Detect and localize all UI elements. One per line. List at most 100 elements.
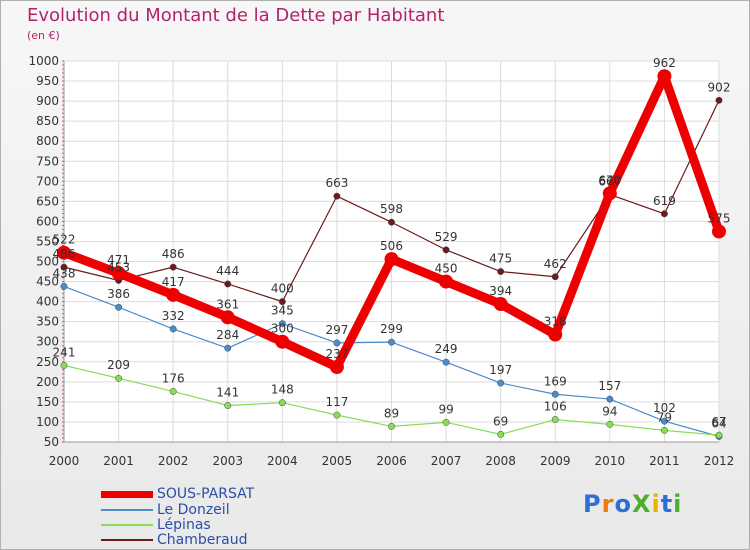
y-tick-label: 150 bbox=[36, 395, 59, 409]
y-tick-label: 100 bbox=[36, 415, 59, 429]
y-tick-label: 950 bbox=[36, 74, 59, 88]
data-point bbox=[657, 69, 672, 84]
data-label: 89 bbox=[384, 406, 399, 420]
data-point bbox=[388, 338, 395, 346]
data-point bbox=[442, 358, 450, 366]
legend-label: Chamberaud bbox=[157, 532, 248, 548]
data-point bbox=[60, 263, 68, 271]
legend-item-chamberaud: Chamberaud bbox=[101, 532, 248, 548]
data-point bbox=[57, 245, 71, 260]
data-label: 619 bbox=[653, 194, 676, 208]
data-label: 237 bbox=[325, 347, 348, 361]
data-point bbox=[224, 344, 232, 352]
data-point bbox=[115, 303, 123, 311]
data-point bbox=[169, 263, 177, 271]
data-label: 297 bbox=[325, 323, 348, 337]
x-tick-label: 2012 bbox=[704, 454, 735, 468]
y-tick-label: 700 bbox=[36, 174, 59, 188]
data-label: 486 bbox=[162, 247, 185, 261]
data-label: 102 bbox=[653, 401, 676, 415]
data-point bbox=[660, 210, 668, 218]
data-label: 438 bbox=[53, 266, 76, 280]
data-label: 386 bbox=[107, 287, 130, 301]
data-point bbox=[111, 266, 126, 281]
data-label: 67 bbox=[711, 415, 726, 429]
data-point bbox=[439, 274, 454, 289]
data-label: 176 bbox=[162, 371, 185, 385]
data-label: 332 bbox=[162, 309, 185, 323]
x-tick-label: 2008 bbox=[485, 454, 516, 468]
x-tick-label: 2005 bbox=[322, 454, 353, 468]
y-tick-label: 650 bbox=[36, 194, 59, 208]
data-label: 299 bbox=[380, 322, 403, 336]
data-point bbox=[333, 411, 341, 419]
y-tick-label: 500 bbox=[36, 255, 59, 269]
data-point bbox=[384, 252, 399, 267]
data-point bbox=[660, 426, 668, 434]
y-tick-label: 400 bbox=[36, 295, 59, 309]
legend-item-sous-parsat: SOUS-PARSAT bbox=[101, 486, 255, 502]
data-label: 94 bbox=[602, 404, 617, 418]
data-label: 241 bbox=[53, 345, 76, 359]
data-point bbox=[602, 186, 617, 201]
data-point bbox=[606, 420, 614, 428]
legend-swatch bbox=[101, 490, 153, 498]
brand-letter: i bbox=[651, 490, 661, 518]
data-label: 99 bbox=[438, 402, 453, 416]
y-tick-label: 200 bbox=[36, 375, 59, 389]
legend-label: SOUS-PARSAT bbox=[157, 486, 255, 502]
data-point bbox=[442, 246, 450, 254]
data-point bbox=[278, 298, 286, 306]
data-label: 453 bbox=[107, 260, 130, 274]
data-label: 450 bbox=[435, 262, 458, 276]
data-label: 169 bbox=[544, 374, 567, 388]
x-tick-label: 2009 bbox=[540, 454, 571, 468]
y-tick-label: 550 bbox=[36, 234, 59, 248]
data-point bbox=[275, 334, 290, 349]
data-point bbox=[60, 361, 68, 369]
data-point bbox=[278, 320, 286, 328]
x-tick-label: 2010 bbox=[595, 454, 626, 468]
data-label: 663 bbox=[325, 176, 348, 190]
data-label: 670 bbox=[598, 173, 621, 187]
data-label: 475 bbox=[489, 252, 512, 266]
x-tick-label: 2011 bbox=[649, 454, 680, 468]
data-point bbox=[551, 273, 559, 281]
data-label: 417 bbox=[162, 275, 185, 289]
data-label: 471 bbox=[107, 253, 130, 267]
y-tick-label: 50 bbox=[44, 435, 59, 449]
data-point bbox=[497, 268, 505, 276]
data-label: 106 bbox=[544, 400, 567, 414]
data-label: 902 bbox=[708, 80, 731, 94]
data-point bbox=[169, 325, 177, 333]
data-label: 667 bbox=[598, 175, 621, 189]
x-tick-label: 2007 bbox=[431, 454, 462, 468]
data-label: 64 bbox=[711, 416, 726, 430]
y-tick-label: 600 bbox=[36, 214, 59, 228]
data-point bbox=[333, 192, 341, 200]
data-point bbox=[551, 390, 559, 398]
data-label: 462 bbox=[544, 257, 567, 271]
data-label: 522 bbox=[53, 233, 76, 247]
data-point bbox=[493, 297, 508, 312]
x-tick-label: 2006 bbox=[376, 454, 407, 468]
data-point bbox=[548, 327, 563, 342]
data-point bbox=[497, 430, 505, 438]
data-point bbox=[388, 422, 395, 430]
legend-item-lepinas: Lépinas bbox=[101, 517, 211, 533]
brand-letter: o bbox=[614, 490, 632, 518]
x-tick-label: 2003 bbox=[212, 454, 243, 468]
data-label: 486 bbox=[53, 247, 76, 261]
data-point bbox=[220, 310, 235, 325]
data-label: 318 bbox=[544, 315, 567, 329]
legend-label: Lépinas bbox=[157, 517, 211, 533]
data-label: 197 bbox=[489, 363, 512, 377]
y-tick-label: 250 bbox=[36, 355, 59, 369]
legend-swatch bbox=[101, 539, 153, 541]
data-point bbox=[606, 395, 614, 403]
x-tick-label: 2001 bbox=[103, 454, 134, 468]
data-point bbox=[169, 388, 177, 395]
data-point bbox=[60, 282, 68, 290]
x-tick-label: 2000 bbox=[49, 454, 80, 468]
